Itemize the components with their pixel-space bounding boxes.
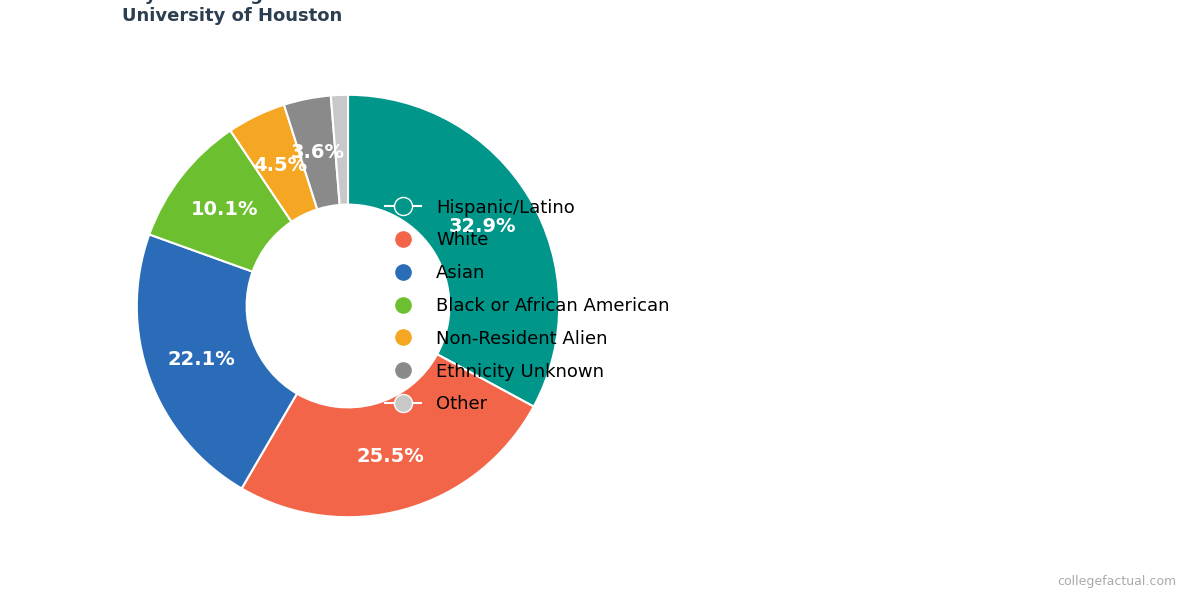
Text: 3.6%: 3.6% bbox=[290, 143, 344, 162]
Text: 22.1%: 22.1% bbox=[167, 350, 235, 369]
Wedge shape bbox=[331, 95, 348, 205]
Wedge shape bbox=[348, 95, 559, 407]
Text: collegefactual.com: collegefactual.com bbox=[1057, 575, 1176, 588]
Wedge shape bbox=[137, 235, 296, 488]
Text: 10.1%: 10.1% bbox=[191, 200, 258, 220]
Title: Ethnic Diversity of Undergraduate Students at
University of Houston: Ethnic Diversity of Undergraduate Studen… bbox=[0, 0, 467, 25]
Wedge shape bbox=[284, 95, 340, 209]
Wedge shape bbox=[149, 131, 292, 272]
Text: 4.5%: 4.5% bbox=[253, 156, 307, 175]
Wedge shape bbox=[230, 105, 317, 222]
Legend: Hispanic/Latino, White, Asian, Black or African American, Non-Resident Alien, Et: Hispanic/Latino, White, Asian, Black or … bbox=[378, 191, 677, 421]
Wedge shape bbox=[241, 354, 534, 517]
Text: 25.5%: 25.5% bbox=[356, 447, 424, 466]
Text: 32.9%: 32.9% bbox=[449, 217, 516, 236]
